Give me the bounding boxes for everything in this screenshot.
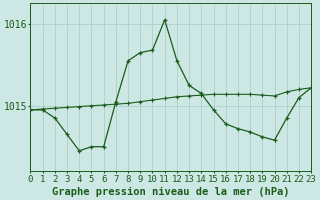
X-axis label: Graphe pression niveau de la mer (hPa): Graphe pression niveau de la mer (hPa) — [52, 186, 290, 197]
